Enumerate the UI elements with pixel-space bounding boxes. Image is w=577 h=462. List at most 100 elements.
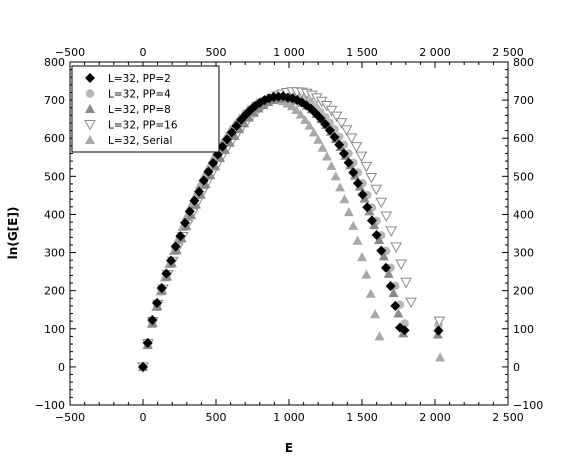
data-point (362, 202, 373, 213)
data-point (152, 297, 163, 308)
data-point (350, 142, 363, 153)
data-point (343, 207, 354, 217)
legend-label: L=32, PP=8 (108, 104, 171, 116)
data-point (189, 195, 200, 206)
data-point (324, 125, 335, 136)
data-point (147, 315, 158, 326)
data-point (231, 121, 242, 132)
data-point (365, 172, 378, 184)
data-point (334, 139, 345, 150)
data-point (388, 287, 399, 297)
data-point (352, 235, 363, 245)
data-point (335, 182, 346, 192)
data-point (253, 103, 264, 113)
data-point (317, 142, 328, 152)
data-point (355, 151, 368, 163)
data-point (370, 309, 381, 319)
legend-marker (85, 135, 95, 144)
y-tick-label-left: 400 (44, 208, 65, 221)
data-point (142, 337, 153, 348)
data-point (226, 127, 237, 138)
data-point (395, 259, 407, 271)
axis-tick-labels: −500 −500 0 0 500 500 1 000 1 000 1 500 1 500 2 00… (35, 46, 543, 424)
data-point (184, 206, 195, 217)
legend-marker (85, 104, 95, 113)
data-point (239, 118, 250, 128)
y-axis-title: ln(G[E]) (6, 207, 20, 260)
data-point (198, 175, 209, 186)
legend-marker (85, 89, 95, 98)
data-point (380, 262, 391, 273)
y-tick-label-right: 600 (513, 132, 534, 145)
x-tick-label-top: 1 500 (346, 46, 378, 59)
data-point (374, 234, 385, 244)
y-tick-label-right: 300 (513, 247, 534, 260)
data-point (180, 217, 191, 228)
y-tick-label-right: 0 (513, 361, 520, 374)
data-point (215, 153, 226, 163)
data-point (325, 105, 338, 117)
data-point (352, 178, 363, 189)
data-points (137, 87, 446, 373)
x-tick-label-top: 1 000 (273, 46, 305, 59)
data-point (365, 288, 376, 298)
data-point (330, 171, 341, 181)
data-point (371, 230, 382, 241)
data-point (357, 252, 367, 262)
data-point (433, 316, 446, 328)
data-point (348, 167, 359, 178)
legend-label: L=32, PP=4 (108, 89, 171, 101)
data-point (339, 194, 350, 204)
data-point (321, 151, 332, 161)
y-tick-label-right: −100 (513, 399, 543, 412)
data-point (383, 268, 394, 278)
y-tick-label-right: 400 (513, 208, 534, 221)
data-point (393, 308, 404, 318)
x-tick-label-top: 500 (206, 46, 227, 59)
data-point (208, 157, 219, 168)
data-point (361, 269, 372, 279)
data-point (400, 277, 412, 289)
x-tick-label-top: 2 500 (492, 46, 524, 59)
data-point (258, 100, 269, 110)
legend-label: L=32, PP=16 (108, 120, 178, 132)
x-axis-title: E (285, 441, 293, 455)
data-point (229, 130, 240, 140)
data-point (433, 325, 444, 336)
data-point (295, 109, 306, 119)
y-tick-label-left: −100 (35, 399, 65, 412)
data-point (166, 255, 177, 266)
data-point (170, 241, 181, 252)
data-point (369, 220, 380, 230)
x-tick-label-top: 0 (140, 46, 147, 59)
y-tick-label-left: 700 (44, 94, 65, 107)
data-point (366, 215, 377, 226)
data-point (405, 297, 417, 309)
data-point (357, 189, 368, 200)
y-tick-label-left: 0 (58, 361, 65, 374)
data-point (313, 134, 324, 144)
data-point (390, 300, 401, 311)
x-tick-label-top: 2 000 (419, 46, 451, 59)
data-point (376, 245, 387, 256)
data-point (304, 120, 315, 130)
x-tick-label-bottom: 2 500 (492, 411, 524, 424)
y-tick-label-left: 600 (44, 132, 65, 145)
legend-label: L=32, PP=2 (108, 73, 171, 85)
y-tick-label-left: 500 (44, 170, 65, 183)
data-point (364, 206, 375, 216)
y-tick-label-right: 700 (513, 94, 534, 107)
data-point (236, 114, 247, 125)
legend-marker (84, 120, 96, 131)
data-point (385, 281, 396, 292)
data-point (435, 352, 446, 362)
data-point (200, 179, 211, 189)
y-tick-label-right: 200 (513, 285, 534, 298)
x-tick-label-bottom: 500 (206, 411, 227, 424)
data-point (203, 166, 214, 177)
data-point (224, 137, 235, 147)
y-tick-label-left: 300 (44, 247, 65, 260)
data-point (194, 186, 205, 197)
x-tick-label-bottom: 1 000 (273, 411, 305, 424)
